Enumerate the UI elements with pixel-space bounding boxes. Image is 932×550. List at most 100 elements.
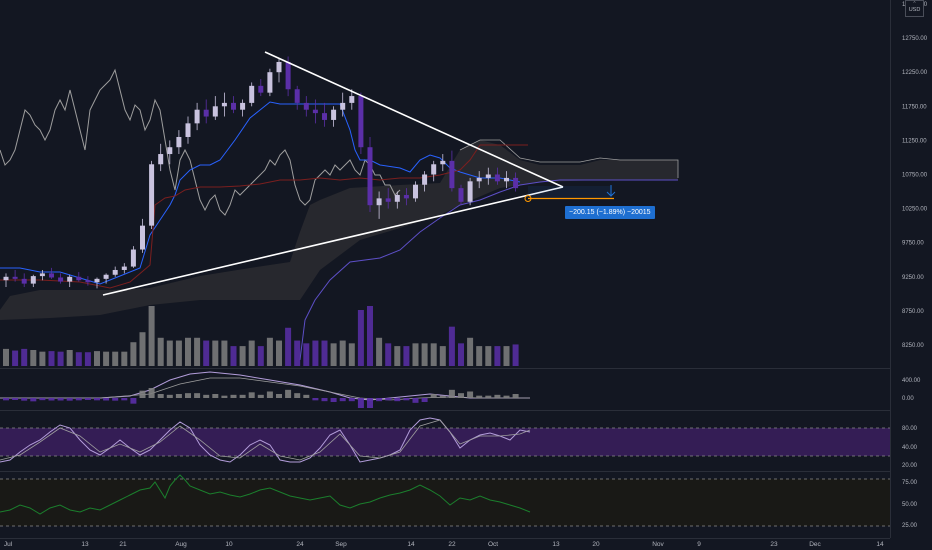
- time-tick-label: 9: [697, 541, 701, 548]
- macd-hist-bar: [503, 395, 510, 398]
- candle-body: [276, 61, 282, 73]
- macd-hist-bar: [75, 398, 82, 401]
- currency-label[interactable]: ⌃ USD: [905, 0, 924, 17]
- candle-body: [394, 194, 400, 202]
- macd-hist-bar: [276, 394, 282, 398]
- volume-bar: [403, 346, 410, 366]
- macd-hist-bar: [3, 398, 9, 401]
- candle-body: [413, 184, 418, 199]
- candle-layer: [3, 56, 519, 289]
- volume-bar: [139, 332, 146, 366]
- stoch-axis: 80.00 40.00 20.00: [902, 426, 918, 469]
- time-tick-label: Aug: [175, 541, 187, 548]
- volume-bar: [285, 327, 292, 366]
- price-tick-label: 11250.00: [902, 138, 927, 144]
- candle-body: [176, 136, 182, 148]
- macd-hist-bar: [84, 398, 91, 400]
- volume-bar: [448, 326, 455, 366]
- macd-hist-bar: [157, 394, 164, 398]
- price-tick-label: 12750.00: [902, 36, 928, 42]
- candle-body: [49, 273, 54, 278]
- candle-body: [185, 123, 191, 137]
- time-tick-label: Oct: [488, 541, 498, 548]
- macd-hist-bar: [294, 393, 301, 398]
- volume-bar: [12, 350, 19, 366]
- volume-bar: [312, 340, 319, 366]
- macd-hist-bar: [257, 394, 264, 398]
- price-tick-label: 8750.00: [902, 309, 924, 315]
- candle-body: [30, 276, 36, 284]
- volume-bar: [212, 340, 219, 366]
- lagging-span: [0, 68, 401, 216]
- macd-hist-bar: [12, 398, 19, 400]
- macd-hist-bar: [367, 398, 373, 408]
- leading-span-a: [459, 139, 679, 178]
- macd-axis: 400.00 0.00: [902, 378, 921, 402]
- candle-body: [240, 102, 246, 110]
- volume-bar: [75, 352, 82, 366]
- macd-hist-bar: [430, 394, 437, 398]
- volume-layer: [3, 306, 519, 366]
- candle-body: [103, 274, 109, 279]
- macd-hist-bar: [212, 394, 219, 398]
- candle-body: [294, 89, 300, 103]
- macd-hist-bar: [385, 398, 392, 401]
- measure-label: −200.15 (−1.89%) −20015: [565, 206, 655, 219]
- volume-bar: [175, 340, 182, 366]
- price-tick-label: 8250.00: [902, 343, 924, 349]
- volume-bar: [294, 340, 301, 366]
- macd-tick-label: 0.00: [902, 396, 914, 402]
- macd-hist-bar: [185, 393, 191, 398]
- triangle-lower-line[interactable]: [102, 186, 564, 296]
- volume-bar: [94, 351, 100, 366]
- candle-body: [212, 106, 218, 117]
- macd-hist-bar: [357, 398, 364, 408]
- volume-bar: [185, 337, 191, 366]
- stoch-tick-label: 40.00: [902, 445, 918, 451]
- volume-bar: [330, 343, 337, 366]
- volume-bar: [321, 340, 328, 366]
- triangle-upper-line[interactable]: [264, 51, 564, 188]
- rsi-axis: 75.00 50.00 25.00: [902, 480, 918, 529]
- candle-body: [221, 102, 227, 107]
- macd-hist-bar: [330, 398, 337, 402]
- macd-hist-bar: [403, 398, 410, 401]
- time-tick-label: 14: [876, 541, 884, 548]
- macd-hist-bar: [221, 395, 228, 398]
- candle-body: [67, 276, 73, 282]
- candle-body: [121, 266, 127, 270]
- macd-hist-bar: [348, 398, 355, 402]
- candle-body: [140, 225, 145, 250]
- measure-start-handle[interactable]: [524, 195, 532, 202]
- volume-bar: [84, 352, 91, 366]
- volume-bar: [221, 340, 228, 366]
- time-axis[interactable]: Jul 13 21 Aug 10 24 Sep 14 22 Oct 13 20 Nov 9 23 Dec 14: [4, 541, 884, 548]
- candle-body: [449, 160, 455, 189]
- measure-tool[interactable]: [524, 185, 616, 202]
- candle-body: [431, 164, 437, 175]
- time-tick-label: Nov: [652, 541, 664, 548]
- candle-body: [476, 177, 482, 182]
- macd-hist-bar: [339, 398, 346, 402]
- base-line: [0, 144, 528, 289]
- macd-hist-bar: [175, 394, 182, 398]
- macd-hist-bar: [121, 398, 128, 401]
- time-tick-label: 23: [770, 541, 778, 548]
- macd-hist-bar: [139, 390, 146, 398]
- volume-bar: [130, 342, 137, 366]
- candle-body: [358, 96, 364, 148]
- volume-bar: [239, 346, 246, 366]
- volume-bar: [303, 343, 310, 366]
- macd-hist-bar: [166, 394, 173, 398]
- candle-body: [149, 164, 155, 226]
- candle-body: [21, 278, 27, 284]
- volume-bar: [3, 348, 9, 366]
- triangle-pattern[interactable]: [102, 51, 564, 296]
- candle-body: [331, 109, 337, 120]
- ichimoku-cloud-layer: [0, 139, 679, 361]
- rsi-tick-label: 50.00: [902, 502, 918, 508]
- volume-bar: [157, 337, 164, 366]
- macd-hist-bar: [30, 398, 37, 402]
- volume-bar: [103, 351, 110, 366]
